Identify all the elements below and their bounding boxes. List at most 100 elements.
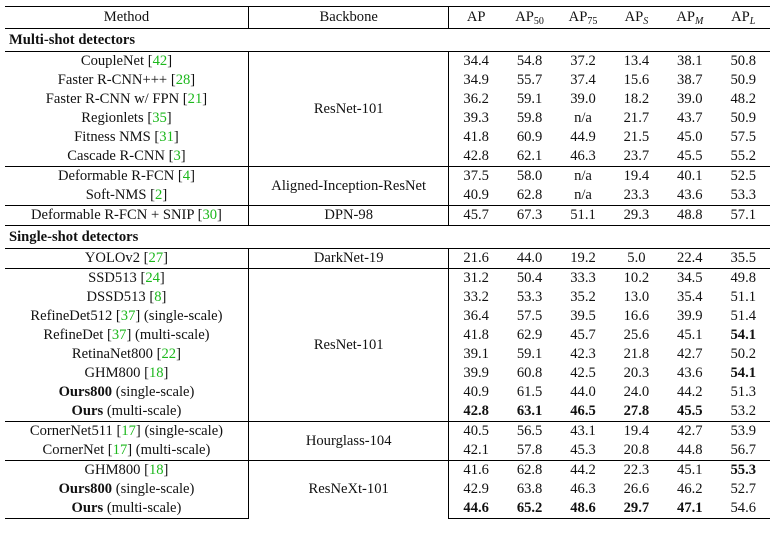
metric-value: 45.1 <box>663 460 717 480</box>
method-name: Ours <box>71 403 104 419</box>
method-cell: GHM800 [18] <box>5 364 249 383</box>
citation-link[interactable]: 18 <box>148 462 164 478</box>
metric-value: 62.8 <box>516 187 543 203</box>
citation-link[interactable]: 18 <box>148 365 164 381</box>
backbone-cell: ResNet-101 <box>248 51 450 167</box>
metric-value: 44.2 <box>556 460 610 480</box>
metric-value: 33.2 <box>463 289 489 305</box>
metric-value: 46.5 <box>570 403 596 419</box>
method-cell: Soft-NMS [2] <box>5 186 249 206</box>
backbone-cell: Hourglass-104 <box>248 421 450 461</box>
method-cell: Ours (multi-scale) <box>5 499 249 519</box>
citation-link[interactable]: 17 <box>121 423 136 439</box>
metric-value: 21.8 <box>623 346 650 362</box>
citation-link[interactable]: 27 <box>148 250 164 266</box>
metric-value: 44.0 <box>570 384 596 400</box>
metric-value: 15.6 <box>623 72 650 88</box>
table-row: Ours (multi-scale) 42.8 63.1 46.5 27.8 45.5 53… <box>5 402 770 422</box>
header-row: Method Backbone AP AP50 AP75 APS APM APL <box>5 6 770 29</box>
backbone-cell: ResNeXt-101 <box>248 460 450 519</box>
citation-link[interactable]: 37 <box>120 308 136 324</box>
metric-value: 42.9 <box>463 481 489 497</box>
method-cell: Faster R-CNN+++ [28] <box>5 71 249 90</box>
metric-value: 58.0 <box>502 166 557 186</box>
metric-value: 39.9 <box>463 365 489 381</box>
citation-link[interactable]: 28 <box>175 72 191 88</box>
metric-value: 56.5 <box>502 421 557 441</box>
citation-link[interactable]: 22 <box>161 346 177 362</box>
metric-value: 50.9 <box>730 110 757 126</box>
citation-link[interactable]: 8 <box>154 289 162 305</box>
metric-value: 59.1 <box>516 91 543 107</box>
metric-value: 26.6 <box>623 481 650 497</box>
metric-header-ap: AP <box>448 6 503 29</box>
metric-value: 21.7 <box>623 110 650 126</box>
backbone-cell: ResNet-101 <box>248 268 450 422</box>
table-row: Deformable R-FCN + SNIP [30] DPN-98 45.7 67… <box>5 205 770 226</box>
method-cell: Deformable R-FCN [4] <box>5 166 249 186</box>
metric-value: 34.9 <box>463 72 489 88</box>
metric-value: 29.3 <box>609 205 664 226</box>
metric-value: 39.1 <box>463 346 489 362</box>
metric-value: 65.2 <box>502 499 557 519</box>
metric-value: 42.8 <box>463 403 489 419</box>
citation-link[interactable]: 21 <box>187 91 203 107</box>
metric-value: 42.7 <box>677 346 703 362</box>
metric-value: 63.1 <box>516 403 543 419</box>
citation-link[interactable]: 31 <box>159 129 174 145</box>
table-row: Ours (multi-scale) 44.6 65.2 48.6 29.7 47.1 54… <box>5 499 770 519</box>
citation-link[interactable]: 4 <box>182 168 191 184</box>
metric-value: 55.3 <box>716 460 770 480</box>
citation-link[interactable]: 24 <box>145 270 160 286</box>
method-cell: RetinaNet800 [22] <box>5 345 249 364</box>
metric-value: 43.7 <box>677 110 703 126</box>
metric-value: 19.4 <box>609 166 664 186</box>
method-name: RetinaNet800 <box>71 346 153 362</box>
metric-value: 20.8 <box>623 442 650 458</box>
metric-value: 41.8 <box>463 327 489 343</box>
metric-value: 44.6 <box>448 499 503 519</box>
method-name: SSD513 <box>88 270 137 286</box>
metric-value: 23.3 <box>623 187 650 203</box>
metric-value: 35.2 <box>570 289 596 305</box>
method-cell: SSD513 [24] <box>5 268 249 288</box>
citation-link[interactable]: 30 <box>202 207 218 223</box>
method-name: CoupleNet <box>80 53 145 69</box>
citation-link[interactable]: 37 <box>111 327 127 343</box>
table-row: Ours800 (single-scale) 40.9 61.5 44.0 24.0 44… <box>5 383 770 402</box>
method-cell: YOLOv2 [27] <box>5 248 249 269</box>
citation-link[interactable]: 2 <box>155 187 163 203</box>
method-cell: CornerNet [17] (multi-scale) <box>5 441 249 461</box>
metric-value: 63.8 <box>516 481 543 497</box>
table-row: Ours800 (single-scale) 42.9 63.8 46.3 26.6 46… <box>5 480 770 499</box>
metric-value: 18.2 <box>623 91 650 107</box>
metric-value: 62.1 <box>516 148 543 164</box>
metric-value: 43.6 <box>677 187 703 203</box>
metric-value: 21.5 <box>623 129 650 145</box>
method-name: YOLOv2 <box>84 250 141 266</box>
metric-value: 53.3 <box>516 289 543 305</box>
citation-link[interactable]: 35 <box>152 110 167 126</box>
backbone-cell: DarkNet-19 <box>248 248 450 269</box>
method-cell: Regionlets [35] <box>5 109 249 128</box>
method-variant: (single-scale) <box>115 384 195 400</box>
table-row: CoupleNet [42] ResNet-101 34.4 54.8 37.2 13.4… <box>5 51 770 167</box>
citation-link[interactable]: 17 <box>112 442 128 458</box>
metric-value: 13.4 <box>623 53 650 69</box>
citation-link[interactable]: 42 <box>152 53 168 69</box>
metric-value: 57.5 <box>730 129 757 145</box>
metric-value: 51.1 <box>730 289 757 305</box>
method-cell: Ours800 (single-scale) <box>5 480 249 499</box>
citation-link[interactable]: 3 <box>173 148 181 164</box>
method-name: Deformable R-FCN <box>57 168 175 184</box>
metric-value: 36.4 <box>463 308 489 324</box>
metric-value: 50.4 <box>502 268 557 288</box>
backbone-header: Backbone <box>248 6 450 29</box>
metric-value: 42.7 <box>663 421 717 441</box>
method-variant: (multi-scale) <box>106 500 182 516</box>
table-row: Soft-NMS [2] 40.9 62.8 n/a 23.3 43.6 53.3 <box>5 186 770 206</box>
table-row: RefineDet512 [37] (single-scale) 36.4 57.5… <box>5 307 770 326</box>
method-variant: (multi-scale) <box>134 327 210 343</box>
metric-value: 45.1 <box>677 327 703 343</box>
metric-value: 60.8 <box>516 365 543 381</box>
